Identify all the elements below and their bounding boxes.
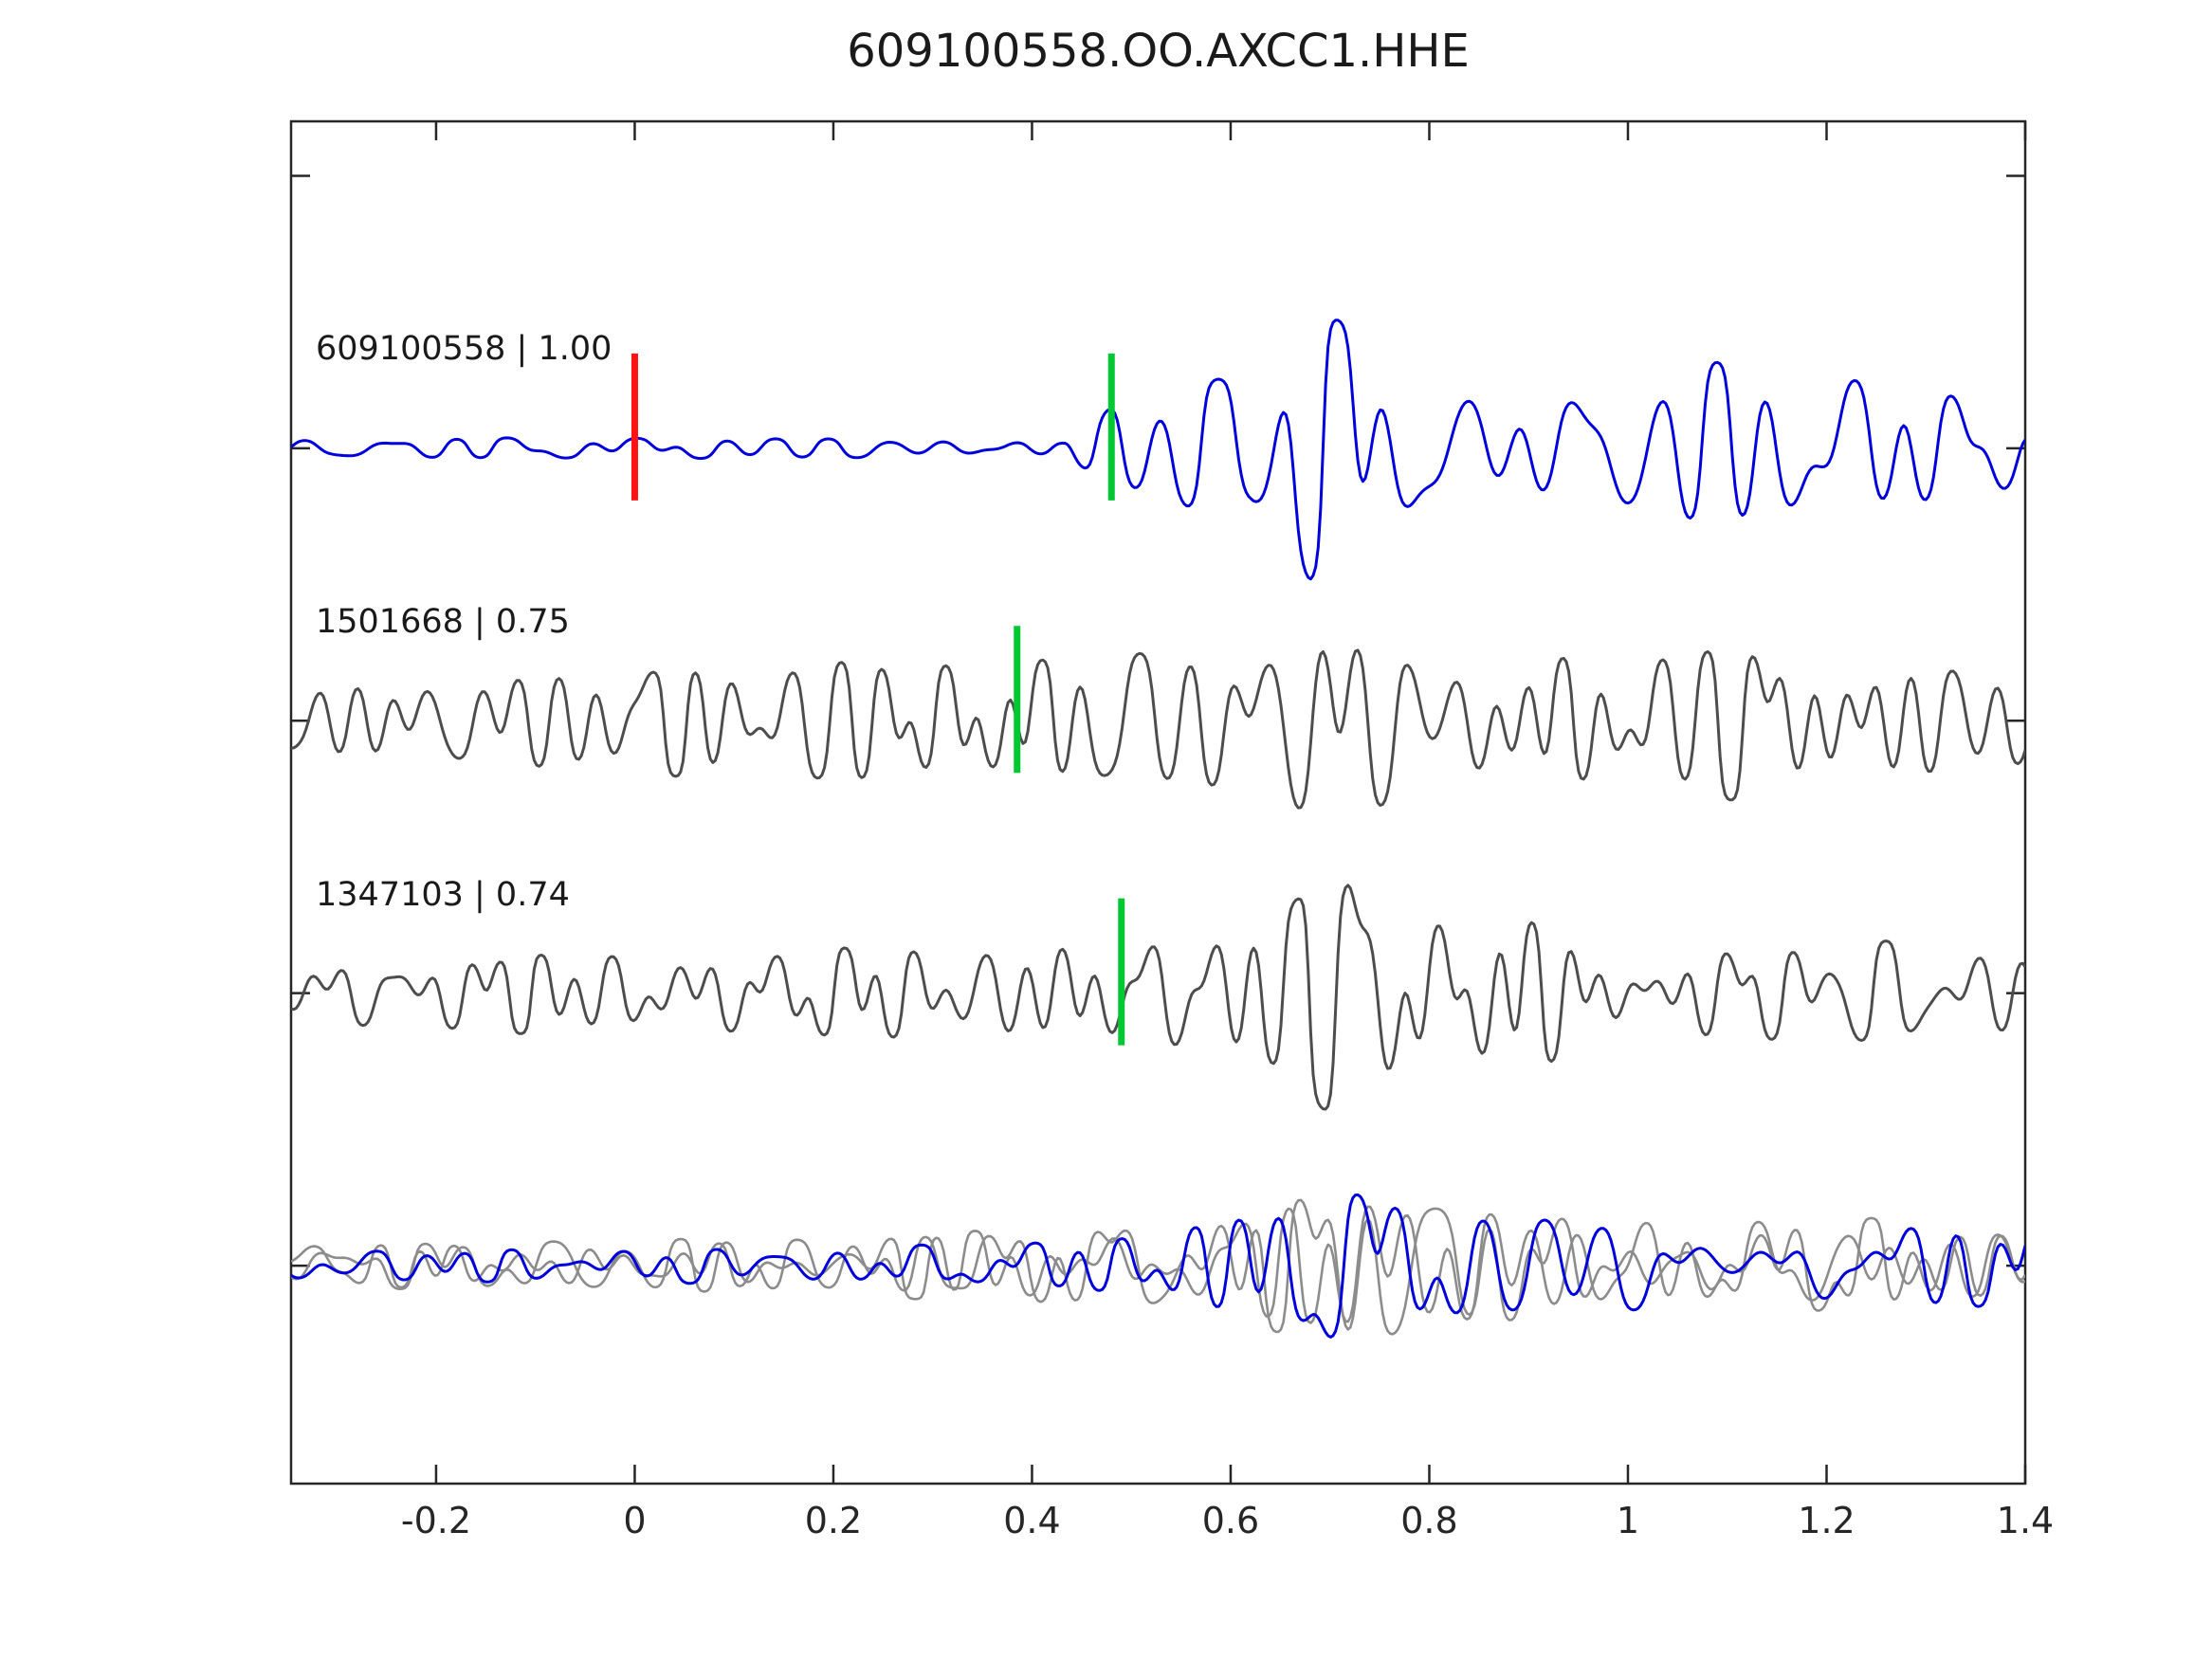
- x-tick-label: 1.2: [1798, 1500, 1855, 1541]
- trace-label-detection-2: 1347103 | 0.74: [316, 876, 570, 914]
- overlay-gray-2-path: [291, 1205, 2025, 1324]
- x-tick-label: 0: [623, 1500, 646, 1541]
- trace-label-detection-1: 1501668 | 0.75: [316, 603, 570, 641]
- trace-1347103-path: [291, 884, 2025, 1111]
- x-tick-label: 1: [1617, 1500, 1639, 1541]
- trace-1501668-path: [291, 648, 2025, 810]
- x-tick-label: -0.2: [401, 1500, 471, 1541]
- figure-title: 609100558.OO.AXCC1.HHE: [847, 25, 1470, 78]
- x-tick-label: 0.4: [1003, 1500, 1060, 1541]
- overlay-gray-1-path: [291, 1198, 2025, 1336]
- x-tick-label: 0.2: [805, 1500, 862, 1541]
- x-tick-label: 0.6: [1202, 1500, 1259, 1541]
- trace-label-template: 609100558 | 1.00: [316, 330, 612, 368]
- x-tick-label: 0.8: [1400, 1500, 1457, 1541]
- plot-border: [289, 119, 2027, 1486]
- trace-609100558-path: [291, 319, 2025, 581]
- x-tick-label: 1.4: [1997, 1500, 2054, 1541]
- overlay-blue-template-path: [291, 1193, 2025, 1339]
